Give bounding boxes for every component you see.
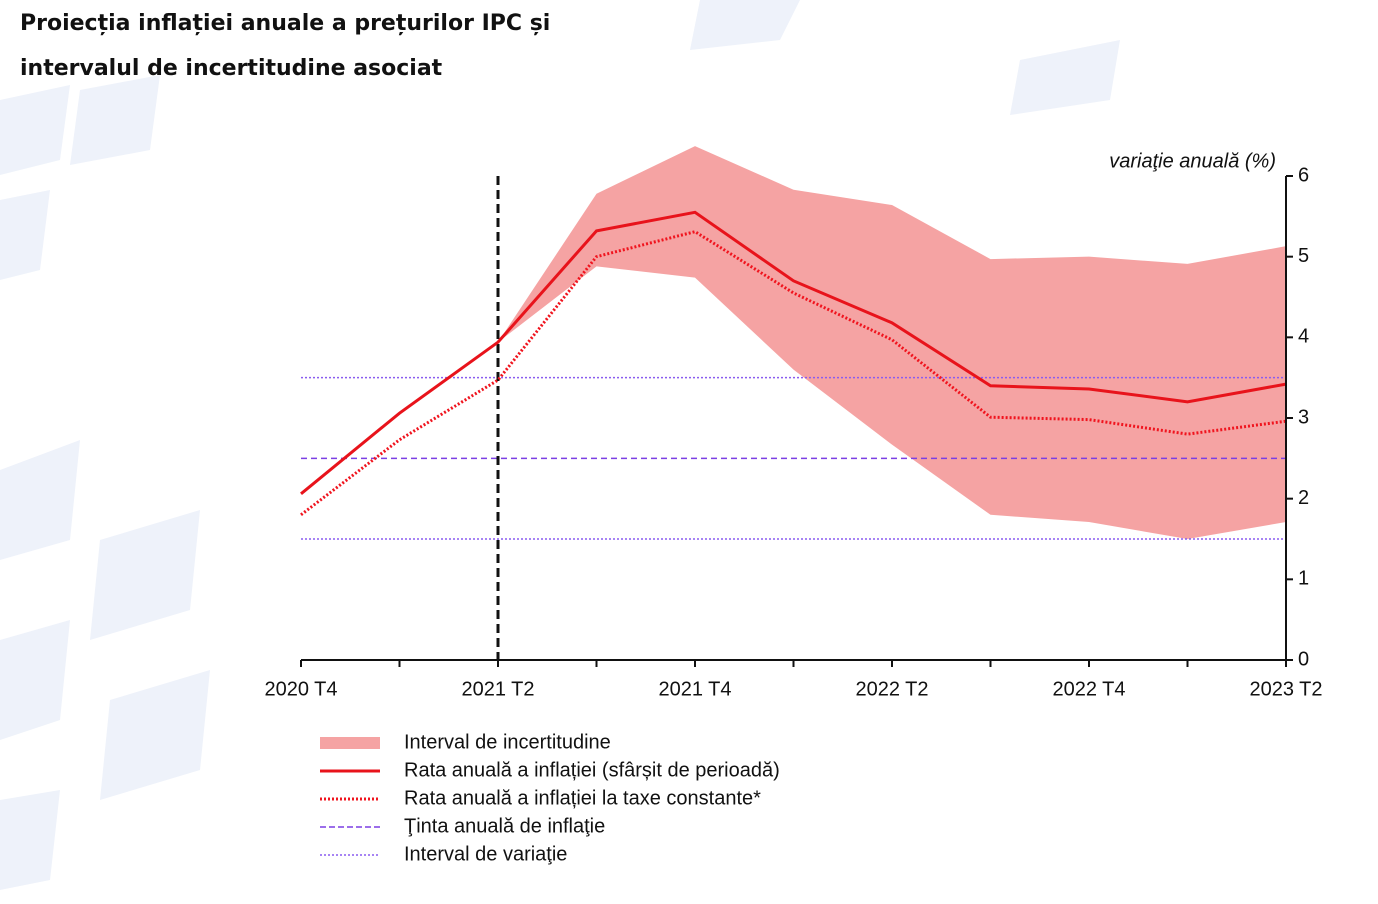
y-tick-label: 6 <box>1298 164 1309 186</box>
x-tick-label: 2022 T4 <box>1052 678 1125 700</box>
legend-label: Rata anuală a inflației (sfârșit de peri… <box>404 759 780 781</box>
chart-title: Proiecția inflației anuale a prețurilor … <box>20 11 550 36</box>
x-tick-label: 2020 T4 <box>264 678 337 700</box>
y-tick-label: 1 <box>1298 568 1309 590</box>
y-tick-label: 0 <box>1298 648 1309 670</box>
background-pattern <box>0 0 1120 890</box>
y-tick-label: 4 <box>1298 326 1309 348</box>
x-tick-label: 2021 T2 <box>461 678 534 700</box>
chart-title: intervalul de incertitudine asociat <box>20 56 443 81</box>
series-line <box>300 230 1287 516</box>
series-line <box>300 210 1287 495</box>
x-tick-label: 2022 T2 <box>855 678 928 700</box>
uncertainty-band <box>498 146 1286 540</box>
legend-label: Interval de variaţie <box>404 843 567 865</box>
legend-label: Rata anuală a inflației la taxe constant… <box>404 787 761 809</box>
y-tick-label: 3 <box>1298 406 1309 428</box>
y-tick-label: 5 <box>1298 245 1309 267</box>
legend-label: Ţinta anuală de inflaţie <box>404 815 605 837</box>
y-tick-label: 2 <box>1298 487 1309 509</box>
legend-label: Interval de incertitudine <box>404 731 611 753</box>
x-tick-label: 2021 T4 <box>658 678 731 700</box>
x-tick-label: 2023 T2 <box>1249 678 1322 700</box>
y-axis-label: variaţie anuală (%) <box>1109 150 1276 172</box>
legend-swatch <box>320 737 380 749</box>
